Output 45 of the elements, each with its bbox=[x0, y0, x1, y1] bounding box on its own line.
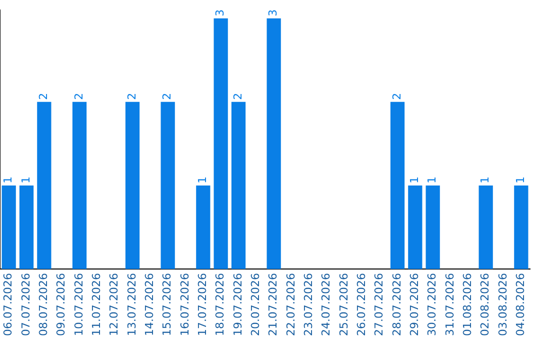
x-tick-label: 19.07.2026 bbox=[231, 273, 244, 336]
x-tick-label: 06.07.2026 bbox=[2, 273, 15, 336]
x-tick-label: 27.07.2026 bbox=[372, 273, 386, 336]
x-tick-label: 12.07.2026 bbox=[108, 273, 121, 336]
data-label: 2 bbox=[390, 92, 404, 100]
data-label: 3 bbox=[266, 9, 280, 16]
data-label: 1 bbox=[19, 176, 32, 184]
x-tick-label: 16.07.2026 bbox=[178, 273, 192, 336]
data-label: 3 bbox=[214, 9, 227, 16]
data-label: 1 bbox=[408, 176, 422, 184]
x-tick-label: 21.07.2026 bbox=[266, 273, 280, 336]
x-tick-label: 04.08.2026 bbox=[514, 273, 528, 336]
x-tick-label: 14.07.2026 bbox=[143, 273, 156, 336]
x-tick-label: 01.08.2026 bbox=[461, 273, 474, 336]
x-tick-label: 28.07.2026 bbox=[390, 273, 404, 336]
x-tick-label: 29.07.2026 bbox=[408, 273, 422, 336]
x-tick-label: 07.07.2026 bbox=[19, 273, 32, 336]
data-label: 2 bbox=[125, 92, 138, 100]
x-tick-label: 15.07.2026 bbox=[160, 273, 174, 336]
x-tick-label: 22.07.2026 bbox=[284, 273, 298, 336]
data-label: 1 bbox=[196, 176, 210, 184]
x-tick-label: 25.07.2026 bbox=[337, 273, 350, 336]
x-tick-label: 13.07.2026 bbox=[125, 273, 138, 336]
x-tick-label: 09.07.2026 bbox=[54, 273, 68, 336]
x-tick-label: 23.07.2026 bbox=[302, 273, 316, 336]
data-label: 2 bbox=[231, 92, 244, 100]
data-label: 2 bbox=[160, 92, 174, 100]
x-tick-label: 31.07.2026 bbox=[443, 273, 456, 336]
x-tick-label: 03.08.2026 bbox=[496, 273, 510, 336]
x-tick-label: 26.07.2026 bbox=[355, 273, 368, 336]
data-label: 1 bbox=[478, 176, 492, 184]
x-tick-label: 02.08.2026 bbox=[478, 273, 492, 336]
x-tick-label: 11.07.2026 bbox=[90, 273, 104, 336]
x-tick-label: 24.07.2026 bbox=[320, 273, 333, 336]
x-tick-label: 17.07.2026 bbox=[196, 273, 210, 336]
data-label: 1 bbox=[2, 176, 15, 184]
x-tick-label: 08.07.2026 bbox=[37, 273, 50, 336]
x-tick-label: 10.07.2026 bbox=[72, 273, 86, 336]
data-label: 2 bbox=[72, 92, 86, 100]
x-tick-label: 30.07.2026 bbox=[426, 273, 439, 336]
data-label: 2 bbox=[37, 92, 50, 100]
data-label: 1 bbox=[426, 176, 439, 184]
x-tick-label: 18.07.2026 bbox=[214, 273, 227, 336]
x-tick-label: 20.07.2026 bbox=[249, 273, 262, 336]
data-label: 1 bbox=[514, 176, 528, 184]
